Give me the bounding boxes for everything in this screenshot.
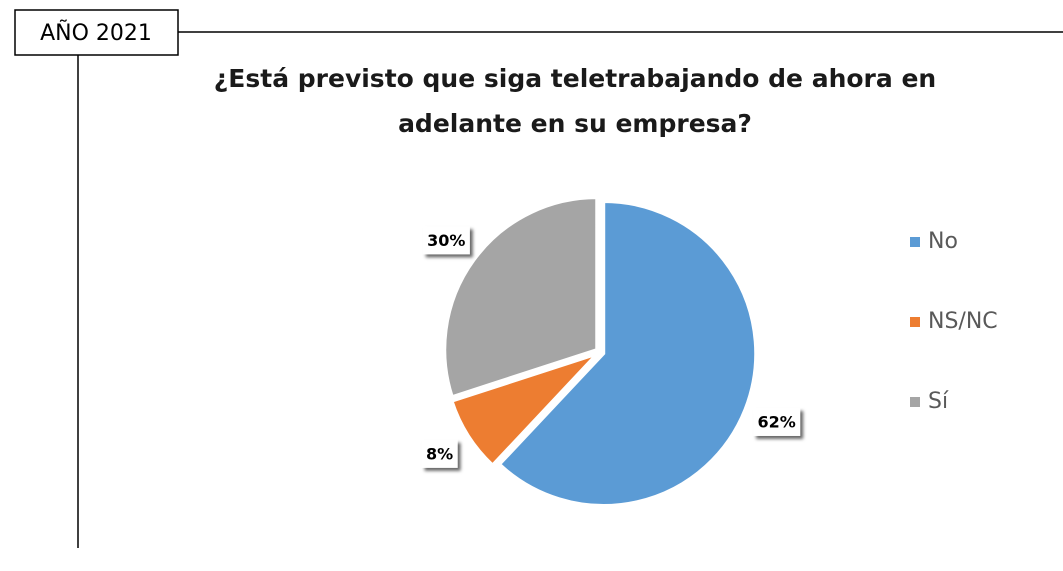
legend-label: NS/NC xyxy=(928,309,998,334)
year-box xyxy=(14,9,179,56)
legend-swatch xyxy=(910,237,920,247)
data-label-box xyxy=(421,439,458,468)
legend-swatch xyxy=(910,397,920,407)
data-label: 62% xyxy=(758,412,796,431)
pie-slice xyxy=(443,196,599,399)
data-label: 30% xyxy=(427,231,465,250)
chart-title: ¿Está previsto que siga teletrabajando d… xyxy=(214,64,936,93)
year-label: AÑO 2021 xyxy=(40,19,152,46)
legend-label: No xyxy=(928,229,958,254)
legend-label: Sí xyxy=(928,389,949,414)
pie-slice xyxy=(450,352,598,468)
pie-slice xyxy=(497,199,758,507)
data-label-box xyxy=(753,407,801,436)
data-label-box xyxy=(422,226,470,255)
legend-swatch xyxy=(910,317,920,327)
chart-title: adelante en su empresa? xyxy=(398,109,752,138)
data-label: 8% xyxy=(426,444,453,463)
